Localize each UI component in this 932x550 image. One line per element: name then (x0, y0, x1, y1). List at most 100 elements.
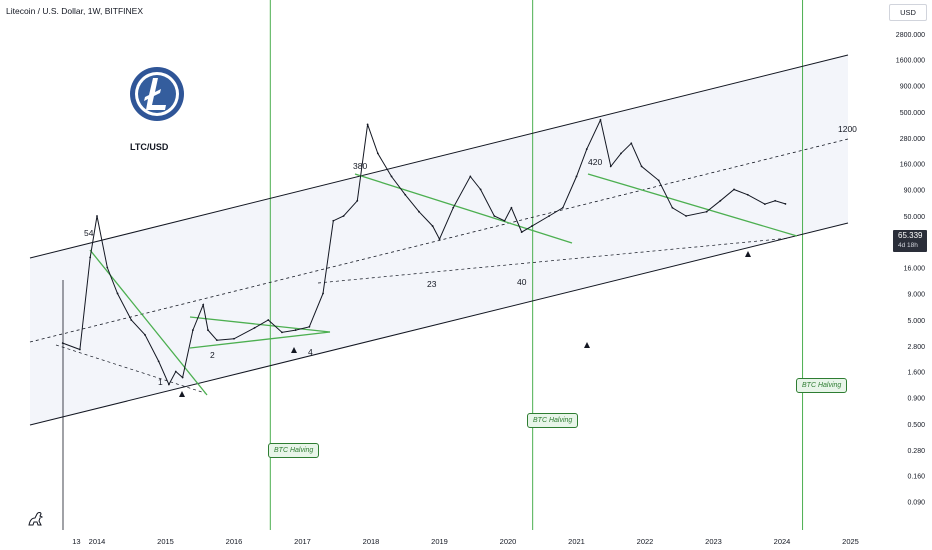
price-point (493, 215, 496, 217)
price-point (784, 203, 787, 205)
price-point (452, 206, 455, 209)
bar-countdown: 4d 18h (898, 242, 918, 249)
annotation-label: 1 (158, 377, 163, 387)
price-point (192, 329, 194, 331)
x-tick-label: 2020 (500, 537, 517, 546)
x-tick-label: 2016 (226, 537, 243, 546)
x-axis: 13 2014 2015 2016 2017 2018 2019 2020 2021 2022 20… (72, 537, 859, 546)
price-line (62, 118, 786, 386)
price-point (763, 203, 766, 206)
price-point (630, 142, 633, 145)
price-point (685, 215, 687, 217)
price-point (157, 360, 160, 363)
price-point (267, 319, 270, 321)
support-dashed-line (317, 237, 791, 284)
y-tick-label: 16.000 (904, 265, 926, 272)
currency-button[interactable]: USD (889, 4, 927, 21)
trend-line (189, 331, 331, 349)
annotation-label: 4 (308, 347, 313, 357)
price-point (253, 326, 256, 329)
price-point (438, 238, 441, 240)
price-series (61, 118, 787, 386)
price-point (174, 370, 177, 373)
price-point (620, 152, 622, 155)
price-point (585, 148, 588, 150)
x-tick-label: 13 (72, 537, 80, 546)
price-point (431, 225, 434, 227)
channel-upper-line (29, 54, 849, 259)
price-point (418, 210, 420, 213)
price-point (705, 210, 708, 213)
annotation-label: 2 (210, 350, 215, 360)
annotation-label: 1200 (838, 124, 857, 134)
price-point (342, 215, 345, 217)
annotation-label: 380 (353, 161, 368, 171)
btc-halving-label: BTC Halving (796, 378, 848, 393)
price-point (281, 331, 283, 334)
x-tick-label: 2019 (431, 537, 448, 546)
annotation-label: 54 (84, 228, 94, 238)
price-point (575, 175, 578, 178)
x-tick-label: 2018 (363, 537, 380, 546)
price-point (130, 319, 133, 321)
price-point (746, 193, 749, 196)
price-point (774, 199, 777, 202)
y-tick-label: 1600.000 (896, 57, 925, 64)
x-tick-label: 2014 (89, 537, 106, 546)
btc-halving-label: BTC Halving (527, 413, 579, 428)
price-point (322, 292, 324, 295)
trend-line (354, 173, 573, 244)
support-dashed-line (55, 344, 206, 394)
y-tick-label: 0.280 (907, 448, 925, 455)
price-point (61, 342, 64, 344)
annotation-label: 420 (588, 157, 603, 167)
x-tick-label: 2017 (294, 537, 311, 546)
channel-fill (30, 55, 848, 425)
price-point (207, 329, 209, 331)
price-point (308, 325, 311, 328)
y-tick-label: 280.000 (900, 136, 925, 143)
price-point (181, 376, 184, 379)
price-point (671, 206, 674, 209)
y-tick-label: 90.000 (904, 187, 926, 194)
triangle-marker (745, 251, 751, 257)
y-tick-label: 1.600 (907, 369, 925, 376)
last-price-value: 65.339 (898, 231, 923, 240)
price-point (657, 179, 660, 182)
y-tick-label: 500.000 (900, 110, 925, 117)
price-point (215, 339, 218, 342)
price-point (376, 152, 379, 155)
chart-title: Litecoin / U.S. Dollar, 1W, BITFINEX (6, 6, 143, 16)
x-tick-label: 2025 (842, 537, 859, 546)
y-tick-label: 5.000 (907, 318, 925, 325)
price-point (520, 231, 523, 234)
y-tick-label: 2.800 (907, 344, 925, 351)
y-tick-label: 2800.000 (896, 32, 925, 39)
annotation-label: 40 (517, 277, 527, 287)
y-tick-label: 0.160 (907, 473, 925, 480)
triangle-marker (584, 342, 590, 348)
price-point (599, 118, 602, 121)
y-axis-background (884, 0, 932, 550)
price-point (366, 123, 369, 126)
y-tick-label: 0.500 (907, 422, 925, 429)
x-tick-label: 2015 (157, 537, 174, 546)
y-tick-label: 9.000 (907, 291, 925, 298)
price-point (561, 206, 564, 209)
annotation-label: 23 (427, 279, 437, 289)
price-point (733, 188, 735, 191)
triangle-marker (291, 347, 297, 353)
y-tick-label: 0.900 (907, 395, 925, 402)
last-price-badge: 65.339 4d 18h (893, 230, 927, 252)
price-point (548, 215, 550, 217)
trend-line (587, 173, 798, 237)
price-point (719, 199, 722, 202)
price-point (469, 175, 472, 178)
price-point (609, 165, 612, 168)
dinosaur-icon[interactable] (26, 508, 46, 528)
channel-mid-line (29, 138, 849, 343)
channel-lower-line (29, 222, 849, 426)
triangle-marker (179, 391, 185, 397)
x-tick-label: 2021 (568, 537, 585, 546)
